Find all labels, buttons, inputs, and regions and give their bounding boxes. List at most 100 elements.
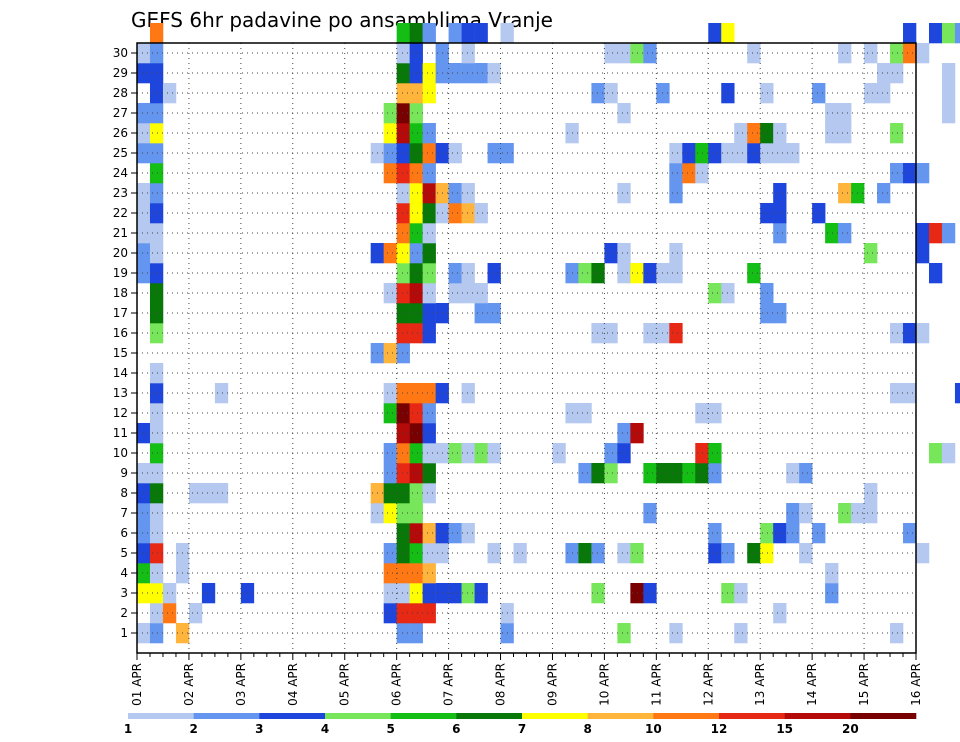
legend-label: 12: [711, 722, 728, 736]
heatmap-cell: [448, 283, 462, 304]
heatmap-cell: [137, 483, 151, 504]
heatmap-cell: [149, 443, 164, 464]
heatmap-cell: [137, 183, 151, 204]
x-tick-label: 10 APR: [597, 663, 611, 706]
x-tick-label: 14 APR: [805, 663, 819, 706]
heatmap-cell: [162, 583, 177, 604]
heatmap-cell: [422, 563, 436, 584]
heatmap-cell: [396, 323, 410, 344]
heatmap-cell: [396, 483, 410, 504]
legend-label: 7: [518, 722, 526, 736]
x-tick-label: 11 APR: [649, 663, 663, 706]
x-tick-label: 08 APR: [494, 663, 508, 706]
legend-label: 2: [189, 722, 197, 736]
y-tick-label: 12: [113, 406, 128, 420]
heatmap-cell: [422, 283, 436, 304]
heatmap-cell: [903, 323, 917, 344]
heatmap-cell: [760, 283, 774, 304]
heatmap-cell: [448, 523, 462, 544]
legend-label: 4: [321, 722, 329, 736]
heatmap-cell: [396, 543, 410, 564]
heatmap-cell: [747, 543, 761, 564]
heatmap-cell: [695, 463, 709, 484]
heatmap-cell: [461, 203, 475, 224]
heatmap-cell: [928, 443, 943, 464]
heatmap-cell: [409, 403, 423, 424]
heatmap-cell: [708, 403, 722, 424]
heatmap-cell: [941, 23, 956, 44]
heatmap-cell: [149, 43, 164, 64]
heatmap-cell: [396, 443, 410, 464]
heatmap-cell: [682, 143, 696, 164]
heatmap-cell: [760, 523, 774, 544]
y-tick-label: 7: [120, 506, 128, 520]
heatmap-cell: [422, 263, 436, 284]
heatmap-cell: [812, 203, 826, 224]
heatmap-cell: [760, 543, 774, 564]
y-tick-label: 5: [120, 546, 128, 560]
legend-label: 6: [452, 722, 460, 736]
heatmap-cell: [695, 163, 709, 184]
heatmap-cell: [669, 263, 683, 284]
heatmap-cell: [864, 43, 878, 64]
heatmap-cell: [838, 103, 852, 124]
heatmap-cell: [747, 123, 761, 144]
heatmap-cell: [383, 383, 397, 404]
heatmap-cell: [669, 143, 683, 164]
heatmap-cell: [941, 63, 956, 84]
y-tick-label: 17: [113, 306, 128, 320]
heatmap-cell: [773, 123, 787, 144]
heatmap-cell: [137, 563, 151, 584]
heatmap-cell: [513, 543, 527, 564]
heatmap-cell: [461, 183, 475, 204]
y-tick-label: 9: [120, 466, 128, 480]
heatmap-cell: [137, 463, 151, 484]
legend-swatch: [587, 713, 654, 719]
y-tick-label: 18: [113, 286, 128, 300]
heatmap-cell: [383, 163, 397, 184]
heatmap-cell: [448, 183, 462, 204]
heatmap-cell: [409, 383, 423, 404]
heatmap-cell: [903, 163, 917, 184]
heatmap-cell: [396, 23, 410, 44]
heatmap-cell: [799, 543, 813, 564]
heatmap-cell: [812, 83, 826, 104]
heatmap-cell: [591, 323, 605, 344]
heatmap-cell: [773, 143, 787, 164]
heatmap-cell: [396, 83, 410, 104]
heatmap-cell: [617, 623, 631, 644]
grid-lines: [137, 43, 916, 653]
heatmap-cell: [604, 323, 618, 344]
heatmap-cell: [474, 203, 488, 224]
heatmap-cell: [409, 603, 423, 624]
chart-title: GEFS 6hr padavine po ansamblima Vranje: [131, 8, 553, 32]
heatmap-cell: [149, 283, 164, 304]
heatmap-cell: [487, 63, 501, 84]
heatmap-cell: [448, 23, 462, 44]
heatmap-cell: [669, 463, 683, 484]
heatmap-cell: [409, 443, 423, 464]
x-tick-label: 16 APR: [909, 663, 923, 706]
heatmap-cell: [422, 203, 436, 224]
heatmap-cell: [396, 163, 410, 184]
heatmap-cell: [396, 343, 410, 364]
legend-label: 3: [255, 722, 263, 736]
heatmap-cell: [396, 203, 410, 224]
heatmap-cell: [396, 563, 410, 584]
heatmap-cell: [149, 603, 164, 624]
y-tick-label: 29: [113, 66, 128, 80]
y-tick-label: 4: [120, 566, 128, 580]
heatmap-cell: [422, 483, 436, 504]
heatmap-cell: [773, 603, 787, 624]
heatmap-cell: [760, 203, 774, 224]
heatmap-cell: [864, 483, 878, 504]
heatmap-cell: [682, 463, 696, 484]
legend-label: 10: [645, 722, 662, 736]
heatmap-cell: [396, 63, 410, 84]
x-tick-label: 13 APR: [753, 663, 767, 706]
heatmap-cell: [928, 223, 943, 244]
heatmap-cell: [838, 183, 852, 204]
heatmap-cell: [474, 283, 488, 304]
heatmap-cell: [643, 583, 657, 604]
